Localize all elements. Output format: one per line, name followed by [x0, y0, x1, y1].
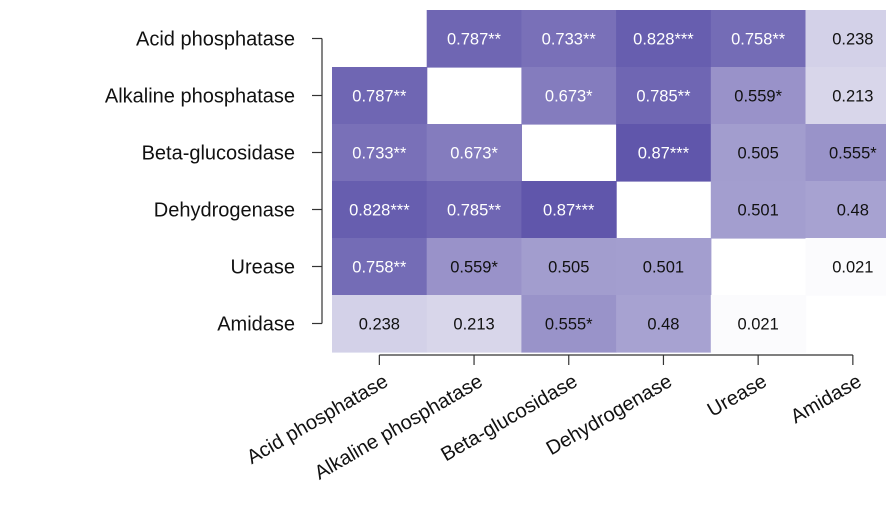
heatmap-cell	[616, 238, 712, 296]
heatmap-cell	[426, 10, 522, 68]
heatmap-cell	[710, 295, 807, 353]
cell-value-label: 0.48	[837, 202, 869, 220]
cell-value-label: 0.501	[738, 202, 779, 220]
heatmap-cell	[332, 181, 428, 239]
x-tick-label: Urease	[704, 370, 771, 421]
heatmap-cell	[521, 67, 617, 125]
cell-value-label: 0.787**	[447, 31, 502, 49]
heatmap-cell	[521, 181, 617, 239]
x-tick-label: Amidase	[787, 370, 865, 428]
cell-value-label: 0.559*	[450, 259, 498, 277]
cell-value-label: 0.733**	[542, 31, 597, 49]
cell-value-label: 0.48	[647, 316, 679, 334]
y-tick-label: Acid phosphatase	[136, 29, 295, 51]
heatmap-cell	[710, 67, 807, 125]
heatmap-cell	[332, 295, 428, 353]
heatmap-cell	[521, 238, 617, 296]
cell-value-label: 0.501	[643, 259, 684, 277]
cell-value-label: 0.555*	[829, 145, 877, 163]
cell-value-label: 0.785**	[447, 202, 502, 220]
heatmap-cell	[805, 67, 886, 125]
heatmap-cell	[616, 124, 712, 182]
cell-value-label: 0.673*	[545, 88, 593, 106]
cell-value-label: 0.021	[832, 259, 873, 277]
heatmap-cell	[521, 295, 617, 353]
y-tick-label: Amidase	[217, 314, 295, 336]
heatmap-cell	[616, 67, 712, 125]
cell-value-label: 0.213	[832, 88, 873, 106]
heatmap-cell	[805, 238, 886, 296]
y-tick-label: Urease	[231, 257, 295, 279]
heatmap-cell	[710, 124, 807, 182]
heatmap-cell	[426, 181, 522, 239]
cell-value-label: 0.787**	[352, 88, 407, 106]
heatmap-cell	[616, 295, 712, 353]
x-tick-label: Alkaline phosphatase	[311, 370, 487, 484]
y-tick-label: Beta-glucosidase	[142, 143, 295, 165]
y-tick-label: Alkaline phosphatase	[105, 86, 295, 108]
cell-value-label: 0.555*	[545, 316, 593, 334]
cell-value-label: 0.213	[453, 316, 494, 334]
cell-value-label: 0.785**	[636, 88, 691, 106]
cell-value-label: 0.87***	[638, 145, 690, 163]
heatmap-cell	[805, 124, 886, 182]
heatmap-cell	[426, 295, 522, 353]
cell-value-label: 0.238	[359, 316, 400, 334]
heatmap-cell	[616, 10, 712, 68]
heatmap-cell	[805, 181, 886, 239]
heatmap-cell	[710, 181, 807, 239]
cell-value-label: 0.505	[548, 259, 589, 277]
cell-value-label: 0.238	[832, 31, 873, 49]
heatmap-cell	[521, 10, 617, 68]
y-tick-label: Dehydrogenase	[154, 200, 295, 222]
cell-value-label: 0.673*	[450, 145, 498, 163]
heatmap-cell	[710, 10, 807, 68]
cell-value-label: 0.758**	[731, 31, 786, 49]
heatmap-cell	[426, 124, 522, 182]
heatmap-cell	[426, 238, 522, 296]
heatmap-cell	[805, 10, 886, 68]
cell-value-label: 0.559*	[734, 88, 782, 106]
heatmap-cell	[332, 124, 428, 182]
cell-value-label: 0.828***	[633, 31, 694, 49]
y-axis: Acid phosphatase Alkaline phosphatase Beta…	[105, 29, 323, 336]
cell-value-label: 0.021	[738, 316, 779, 334]
heatmap-cell	[332, 67, 428, 125]
cell-value-label: 0.758**	[352, 259, 407, 277]
heatmap-cell-labels: 0.787** 0.733** 0.828*** 0.758** 0.238 0.787*…	[349, 31, 877, 334]
cell-value-label: 0.87***	[543, 202, 595, 220]
cell-value-label: 0.828***	[349, 202, 410, 220]
heatmap-cell	[332, 238, 428, 296]
heatmap-cells	[332, 10, 886, 353]
cell-value-label: 0.733**	[352, 145, 407, 163]
cell-value-label: 0.505	[738, 145, 779, 163]
